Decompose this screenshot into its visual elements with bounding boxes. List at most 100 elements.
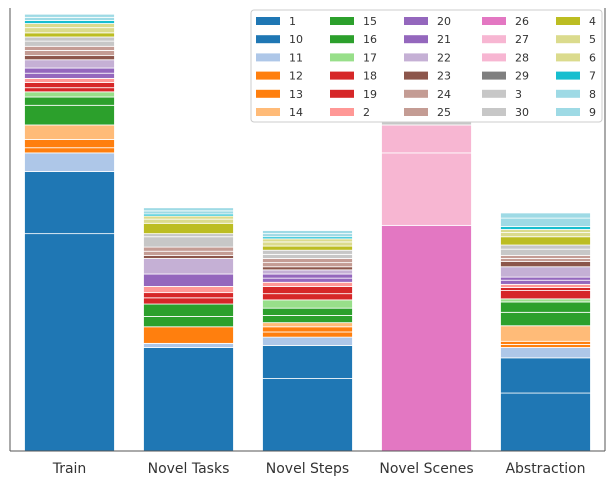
- bar-segment-novel-steps-series-15: [262, 315, 353, 324]
- bar-segment-novel-tasks-series-4: [143, 222, 234, 235]
- bar-segment-novel-steps-series-17: [262, 299, 353, 309]
- bar-segment-novel-steps-series-11: [262, 336, 353, 346]
- bar-segment-abstraction-series-1: [500, 392, 591, 452]
- x-tick-label: Novel Steps: [266, 461, 349, 477]
- bar-segment-abstraction-series-23: [500, 261, 591, 268]
- legend-label: 28: [515, 51, 529, 64]
- bar-segment-abstraction-series-4: [500, 236, 591, 246]
- bar-segment-abstraction-series-19: [500, 287, 591, 291]
- legend-label: 24: [437, 88, 451, 101]
- legend-swatch: [404, 17, 428, 25]
- legend-swatch: [330, 17, 354, 25]
- bar-segment-novel-steps-series-23: [262, 266, 353, 271]
- legend-label: 21: [437, 33, 451, 46]
- legend-swatch: [330, 35, 354, 44]
- bar-segment-novel-steps-series-10: [262, 345, 353, 379]
- bar-segment-novel-tasks-series-3: [143, 236, 234, 248]
- bar-segment-abstraction-series-25: [500, 254, 591, 259]
- bar-segment-novel-steps-series-16: [262, 307, 353, 316]
- bar-segment-novel-steps-series-2: [262, 281, 353, 287]
- bar-segment-train-series-10: [24, 171, 115, 235]
- legend-label: 4: [589, 15, 596, 28]
- bar-segment-abstraction-series-3: [500, 248, 591, 256]
- bar-segment-novel-steps-series-30: [262, 249, 353, 255]
- bar-segment-novel-tasks-series-18: [143, 297, 234, 305]
- bar-segment-abstraction-series-22: [500, 266, 591, 278]
- bar-segment-train-series-18: [24, 87, 115, 93]
- bar-segment-novel-steps-series-25: [262, 258, 353, 264]
- legend-label: 9: [589, 106, 596, 119]
- bar-segment-train-series-11: [24, 152, 115, 172]
- legend-label: 27: [515, 33, 529, 46]
- bar-segment-novel-steps-series-3: [262, 253, 353, 259]
- legend-label: 11: [289, 51, 303, 64]
- legend-label: 18: [363, 70, 377, 83]
- bar-segment-novel-steps-series-24: [262, 262, 353, 268]
- legend-swatch: [256, 89, 280, 98]
- bar-segment-abstraction-series-14: [500, 325, 591, 342]
- bar-segment-train-series-14: [24, 124, 115, 140]
- bar-segment-abstraction-series-17: [500, 298, 591, 303]
- bar-segment-novel-steps-series-20: [262, 277, 353, 283]
- legend-swatch: [482, 108, 506, 116]
- axes-layer: [9, 8, 606, 452]
- legend-label: 5: [589, 33, 596, 46]
- legend-swatch: [256, 17, 280, 25]
- bar-segment-novel-tasks-series-8: [143, 210, 234, 215]
- bar-segment-train-series-21: [24, 67, 115, 74]
- legend-label: 26: [515, 15, 529, 28]
- bar-segment-train-series-24: [24, 50, 115, 57]
- bar-segment-novel-tasks-series-16: [143, 303, 234, 317]
- legend-swatch: [404, 53, 428, 62]
- legend-label: 19: [363, 88, 377, 101]
- bar-segment-novel-steps-series-13: [262, 326, 353, 333]
- legend-label: 12: [289, 70, 303, 83]
- legend-label: 15: [363, 15, 377, 28]
- x-tick-label: Novel Scenes: [379, 461, 473, 477]
- legend-label: 25: [437, 106, 451, 119]
- legend-label: 14: [289, 106, 303, 119]
- legend-swatch: [482, 53, 506, 62]
- legend: 1 10 11 12 13 14 15 16 17 18 19 2 20 21 22 23 24 25 26 27 28…: [250, 9, 603, 123]
- bar-segment-train-series-8: [24, 16, 115, 21]
- bar-segment-novel-steps-series-6: [262, 238, 353, 243]
- legend-label: 13: [289, 88, 303, 101]
- legend-swatch: [330, 71, 354, 80]
- bar-segment-novel-steps-series-8: [262, 233, 353, 238]
- bar-segment-novel-scenes-series-27: [381, 152, 472, 226]
- legend-label: 22: [437, 51, 451, 64]
- bar-segment-abstraction-series-30: [500, 244, 591, 250]
- bar-segment-train-series-9: [24, 13, 115, 18]
- bar-segment-train-series-19: [24, 82, 115, 89]
- legend-swatch: [404, 89, 428, 98]
- legend-label: 10: [289, 33, 303, 46]
- legend-label: 6: [589, 51, 596, 64]
- bar-segment-novel-tasks-series-20: [143, 273, 234, 287]
- bar-segment-novel-steps-series-4: [262, 245, 353, 251]
- legend-label: 8: [589, 88, 596, 101]
- legend-label: 30: [515, 106, 529, 119]
- bar-segment-novel-tasks-series-15: [143, 316, 234, 328]
- bar-segment-novel-tasks-series-22: [143, 258, 234, 275]
- legend-swatch: [482, 89, 506, 98]
- legend-label: 23: [437, 70, 451, 83]
- bar-segment-novel-tasks-series-11: [143, 342, 234, 348]
- legend-swatch: [404, 108, 428, 116]
- bar-segment-abstraction-series-20: [500, 279, 591, 285]
- x-tick-label: Train: [52, 461, 87, 477]
- bars-layer: [24, 13, 591, 452]
- bar-segment-novel-steps-series-21: [262, 273, 353, 279]
- bar-segment-train-series-25: [24, 45, 115, 51]
- legend-swatch: [556, 35, 580, 44]
- legend-swatch: [556, 71, 580, 80]
- bar-segment-train-series-12: [24, 147, 115, 154]
- bar-segment-abstraction-series-2: [500, 283, 591, 288]
- bar-segment-train-series-23: [24, 55, 115, 61]
- bar-segment-novel-steps-series-12: [262, 331, 353, 338]
- legend-swatch: [256, 108, 280, 116]
- bar-segment-novel-tasks-series-30: [143, 233, 234, 238]
- bar-segment-novel-tasks-series-12: [143, 326, 234, 344]
- legend-swatch: [556, 89, 580, 98]
- bar-segment-train-series-3: [24, 40, 115, 47]
- bar-segment-abstraction-series-11: [500, 347, 591, 359]
